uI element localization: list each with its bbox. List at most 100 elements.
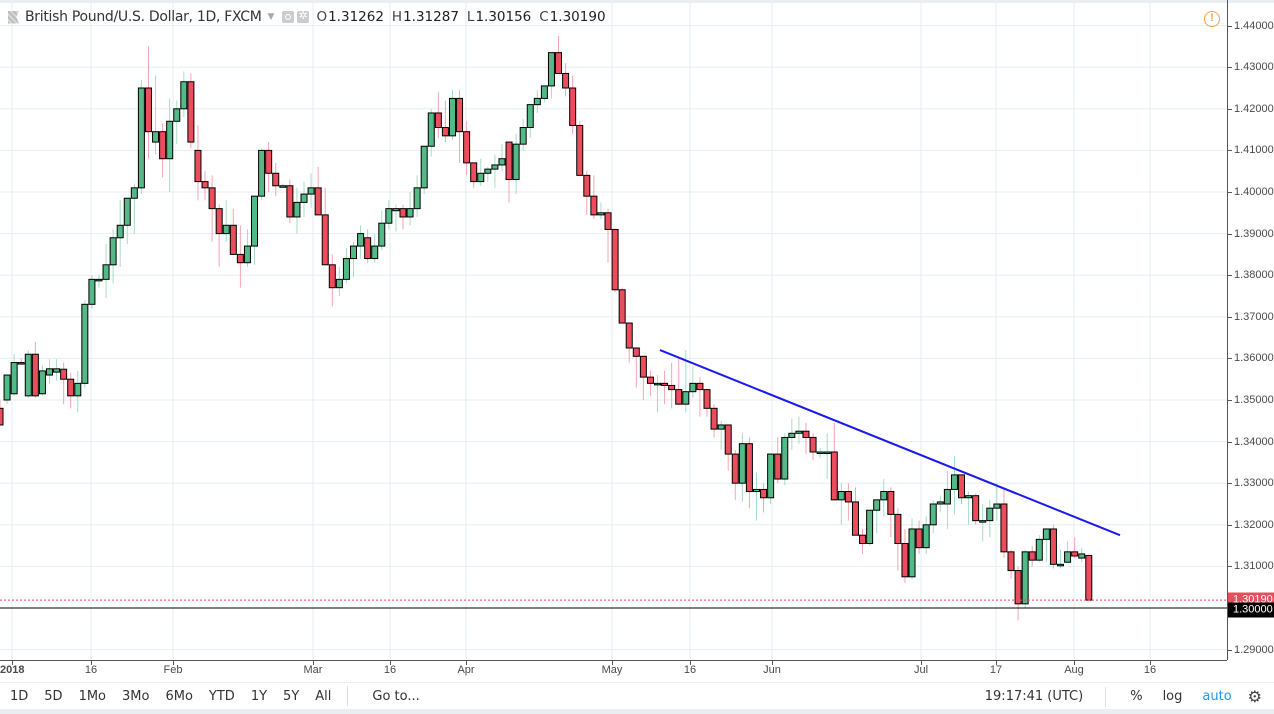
range-5d-button[interactable]: 5D: [44, 688, 63, 704]
price-label: 1.35000: [1234, 394, 1274, 406]
candle: [724, 424, 732, 455]
time-label: Mar: [303, 664, 323, 676]
price-label: 1.29000: [1234, 643, 1274, 656]
price-tick: [1228, 649, 1232, 651]
price-label: 1.39000: [1234, 227, 1274, 240]
candle: [420, 145, 428, 189]
candlestick-chart[interactable]: [0, 0, 1227, 660]
candle: [74, 382, 82, 397]
candle: [993, 503, 1001, 509]
log-scale-toggle[interactable]: log: [1162, 689, 1183, 704]
price-label: 1.38000: [1234, 269, 1274, 282]
time-tick: [1074, 661, 1075, 665]
price-label: 1.33000: [1234, 477, 1274, 490]
time-label: Apr: [457, 664, 475, 676]
candle: [717, 424, 725, 430]
chart-pane[interactable]: [0, 0, 1227, 660]
candle: [604, 212, 612, 230]
settings-icon[interactable]: [297, 9, 310, 23]
eye-icon[interactable]: [282, 11, 295, 23]
candle: [533, 97, 541, 106]
range-6mo-button[interactable]: 6Mo: [165, 688, 193, 704]
range-ytd-button[interactable]: YTD: [208, 688, 235, 704]
candle: [654, 382, 662, 386]
range-1y-button[interactable]: 1Y: [250, 688, 268, 704]
candle: [547, 52, 555, 87]
range-5y-button[interactable]: 5Y: [283, 688, 300, 704]
candle: [1035, 538, 1043, 561]
range-all-button[interactable]: All: [315, 688, 332, 704]
candle: [661, 382, 669, 386]
candle: [519, 127, 527, 145]
candle: [498, 158, 506, 166]
candle: [258, 149, 266, 197]
price-tick: [1228, 483, 1232, 485]
goto-button[interactable]: Go to...: [372, 688, 420, 704]
time-label: Feb: [163, 664, 183, 676]
legend-header: British Pound/U.S. Dollar, 1D, FXCM ▼ O1…: [0, 4, 606, 30]
candle: [427, 112, 435, 147]
symbol-title[interactable]: British Pound/U.S. Dollar, 1D, FXCM: [25, 9, 262, 25]
time-axis[interactable]: 2018 16 Feb Mar 16 Apr May 16 Jun Jul 17 Aug 16: [0, 660, 1227, 682]
range-1d-button[interactable]: 1D: [10, 688, 29, 704]
range-1mo-button[interactable]: 1Mo: [78, 688, 107, 704]
candle: [144, 87, 152, 133]
candle: [413, 187, 421, 210]
candle: [236, 253, 244, 264]
candle: [434, 112, 442, 129]
candle: [1000, 503, 1008, 553]
warning-icon[interactable]: !: [1204, 11, 1220, 27]
range-3mo-button[interactable]: 3Mo: [122, 688, 150, 704]
candle: [781, 436, 789, 480]
time-label: Jul: [913, 664, 929, 676]
time-label: Jun: [763, 664, 781, 676]
trendline[interactable]: [659, 349, 1121, 537]
candle: [710, 407, 718, 430]
candle: [60, 368, 68, 380]
candle: [823, 451, 831, 454]
candle: [88, 278, 96, 305]
gear-icon[interactable]: ⚙: [1247, 687, 1262, 706]
candle: [597, 212, 605, 216]
toolbar-divider: [347, 686, 349, 706]
candle: [675, 389, 683, 405]
hline-price-badge: 1.30000: [1228, 602, 1274, 618]
candle: [632, 347, 640, 357]
candle: [95, 278, 103, 282]
candle: [45, 368, 53, 376]
candle: [109, 237, 117, 266]
candle: [3, 374, 11, 401]
candle: [222, 224, 230, 235]
price-tick: [1228, 108, 1232, 110]
candle: [802, 430, 810, 438]
time-tick: [690, 661, 691, 665]
time-tick: [173, 661, 174, 665]
time-label: 17: [989, 664, 1003, 676]
time-tick: [772, 661, 773, 665]
candle: [562, 72, 570, 89]
candle: [611, 228, 619, 291]
candle: [1021, 551, 1029, 605]
candle: [130, 187, 138, 199]
candle: [1064, 551, 1072, 563]
candle: [703, 389, 711, 409]
candle: [286, 185, 294, 218]
price-tick: [1228, 400, 1232, 401]
candle: [470, 162, 478, 183]
time-label: 2018: [0, 664, 25, 676]
auto-scale-toggle[interactable]: auto: [1202, 689, 1232, 704]
candle: [958, 474, 966, 499]
percent-scale-toggle[interactable]: %: [1130, 689, 1143, 704]
price-scale[interactable]: 1.44000 1.43000 1.42000 1.41000 1.40000 1.390…: [1227, 0, 1274, 660]
candle: [752, 488, 760, 493]
candle: [943, 488, 951, 505]
chevron-down-icon[interactable]: ▼: [267, 12, 275, 22]
low-value: L1.30156: [466, 9, 532, 25]
time-tick: [1150, 661, 1151, 665]
candle: [696, 382, 704, 391]
candle: [618, 289, 626, 324]
price-label: 1.32000: [1234, 518, 1274, 531]
candle: [17, 362, 25, 365]
candle: [668, 384, 676, 391]
